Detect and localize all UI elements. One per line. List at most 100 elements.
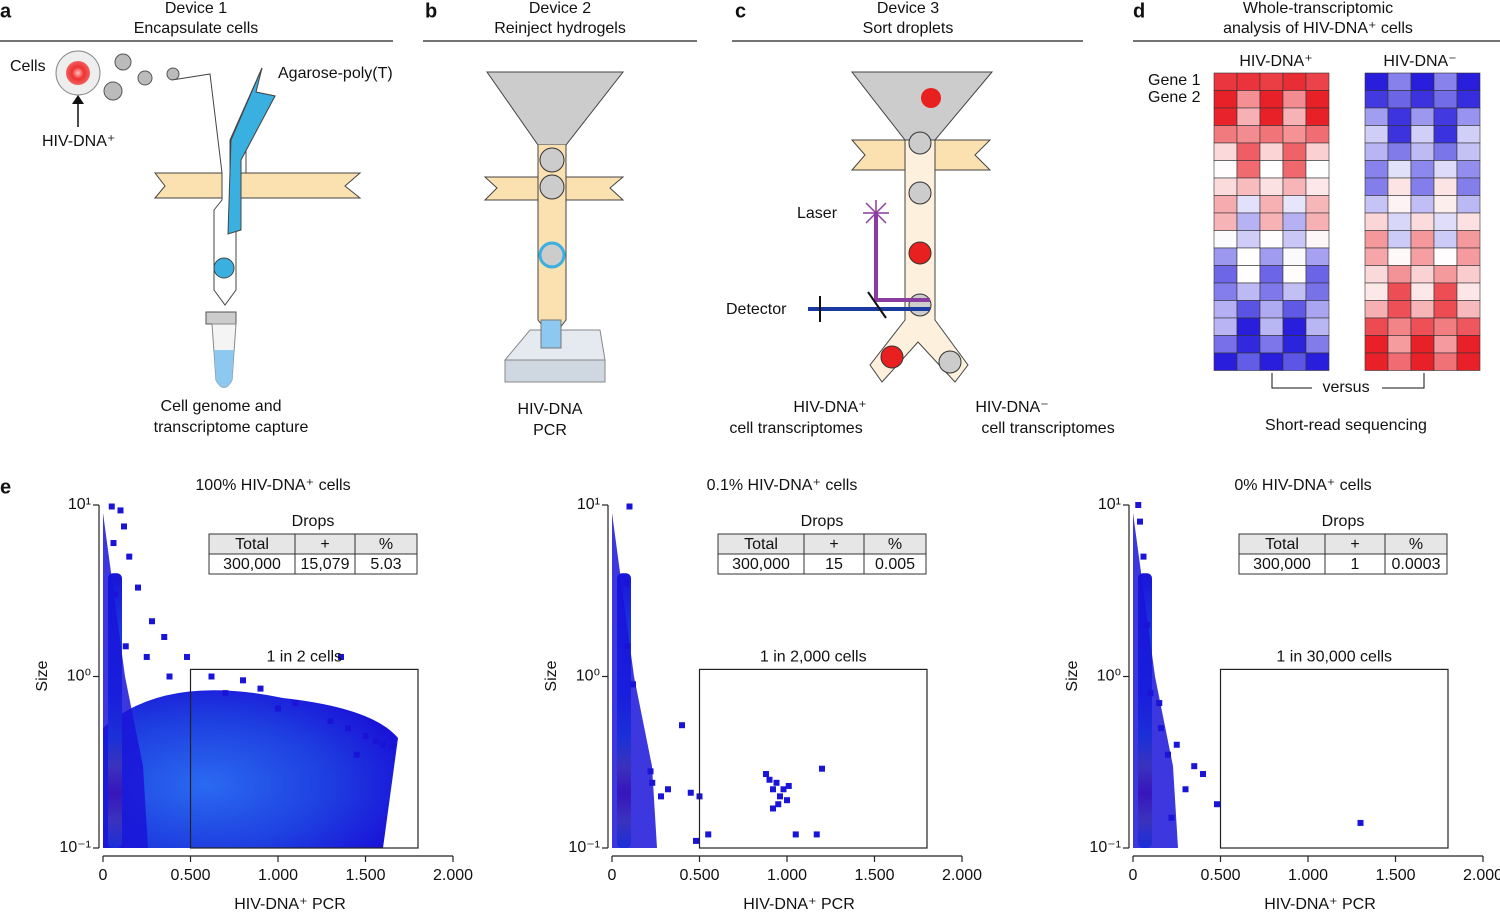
point — [380, 741, 386, 748]
heat-cell — [1282, 212, 1307, 231]
label: Agarose-poly(T) — [278, 65, 393, 82]
chart-title: 100% HIV-DNA⁺ cells — [195, 477, 350, 494]
heat-cell — [1282, 107, 1307, 126]
point — [166, 673, 173, 680]
point — [222, 690, 229, 697]
heat-cell — [1236, 265, 1261, 284]
versus: versus — [1322, 379, 1369, 396]
heat-cell — [1259, 300, 1284, 319]
heat-cell — [1410, 230, 1435, 249]
heat-cell — [1305, 177, 1330, 196]
heat-cell — [1387, 177, 1412, 196]
table-title: Drops — [801, 513, 844, 530]
table-value: 300,000 — [1253, 556, 1311, 573]
x-tick-label: 0 — [99, 867, 108, 884]
heat-cell — [1410, 317, 1435, 336]
heat-cell — [1456, 230, 1481, 249]
heat-cell — [1213, 107, 1238, 126]
point — [373, 738, 379, 745]
heat-cell — [1282, 160, 1307, 179]
caption: Cell genome and — [161, 398, 282, 415]
label: Laser — [797, 205, 838, 222]
heat-cell — [1282, 317, 1307, 336]
heat-cell — [1433, 300, 1458, 319]
heat-cell — [1387, 142, 1412, 161]
heat-cell — [1259, 125, 1284, 144]
heat-cell — [1410, 142, 1435, 161]
table-cell — [1384, 553, 1448, 575]
point — [112, 591, 119, 598]
funnel — [850, 71, 994, 141]
panel-letter: b — [425, 0, 437, 22]
point — [1357, 819, 1364, 826]
heat-cell — [1433, 195, 1458, 214]
heat-cell — [1236, 125, 1261, 144]
heat-cell — [1259, 195, 1284, 214]
plate — [504, 359, 606, 383]
table-header: % — [888, 536, 902, 553]
heat-cell — [1213, 90, 1238, 109]
heat-cell — [1305, 230, 1330, 249]
heat-cell — [1456, 142, 1481, 161]
heat-cell — [1387, 300, 1412, 319]
heat-cell — [1433, 142, 1458, 161]
x-tick-label: 0.500 — [170, 867, 210, 884]
panel-letter: d — [1133, 0, 1145, 22]
heat-cell — [1282, 335, 1307, 354]
y-axis-label: Size — [34, 660, 51, 691]
heat-cell — [1364, 282, 1389, 301]
point — [1156, 700, 1163, 707]
x-tick-label: 2.000 — [942, 867, 982, 884]
heatmaps — [1213, 72, 1481, 371]
y-tick-label: 10¹ — [1098, 496, 1121, 513]
label: HIV-DNA⁺ — [42, 133, 115, 150]
heat-cell — [1410, 177, 1435, 196]
density-edge — [1133, 512, 1178, 848]
droplet — [539, 174, 565, 200]
droplet — [539, 147, 565, 173]
heat-cell — [1236, 212, 1261, 231]
point — [208, 673, 215, 680]
heat-cell — [1282, 90, 1307, 109]
point — [110, 540, 117, 547]
table-header: + — [829, 536, 838, 553]
heat-cell — [1456, 212, 1481, 231]
point — [161, 633, 168, 640]
point — [1165, 751, 1171, 758]
heat-cell — [1305, 125, 1330, 144]
point — [705, 831, 712, 838]
table-value: 0.005 — [875, 556, 915, 573]
heat-cell — [1387, 352, 1412, 371]
heat-cell — [1433, 352, 1458, 371]
heat-cell — [1282, 265, 1307, 284]
gate — [189, 668, 419, 849]
point — [1173, 741, 1180, 748]
panel-c: c Device 3 Sort droplets Laser Detector … — [726, 0, 1115, 437]
channel — [153, 172, 362, 199]
heat-cell — [1259, 282, 1284, 301]
heat-cell — [1364, 195, 1389, 214]
heat-cell — [1433, 335, 1458, 354]
x-axis-label: HIV-DNA⁺ PCR — [743, 896, 855, 912]
tube-liquid — [214, 350, 234, 388]
heat-cell — [1364, 142, 1389, 161]
x-tick-label: 1.000 — [1288, 867, 1328, 884]
table-title: Drops — [292, 513, 335, 530]
heat-cell — [1456, 177, 1481, 196]
heat-cell — [1410, 212, 1435, 231]
caption: PCR — [533, 422, 567, 439]
heat-cell — [1456, 107, 1481, 126]
heat-cell — [1364, 352, 1389, 371]
point — [122, 643, 129, 650]
heat-cell — [1259, 90, 1284, 109]
heat-cell — [1433, 282, 1458, 301]
y-tick-label: 10⁻¹ — [1089, 839, 1121, 856]
heat-cell — [1305, 212, 1330, 231]
panel-a: a Device 1 Encapsulate cells Cells HIV-D… — [0, 0, 393, 436]
heat-cell — [1259, 247, 1284, 266]
point — [338, 653, 344, 660]
heat-cell — [1456, 160, 1481, 179]
heat-cell — [1259, 142, 1284, 161]
